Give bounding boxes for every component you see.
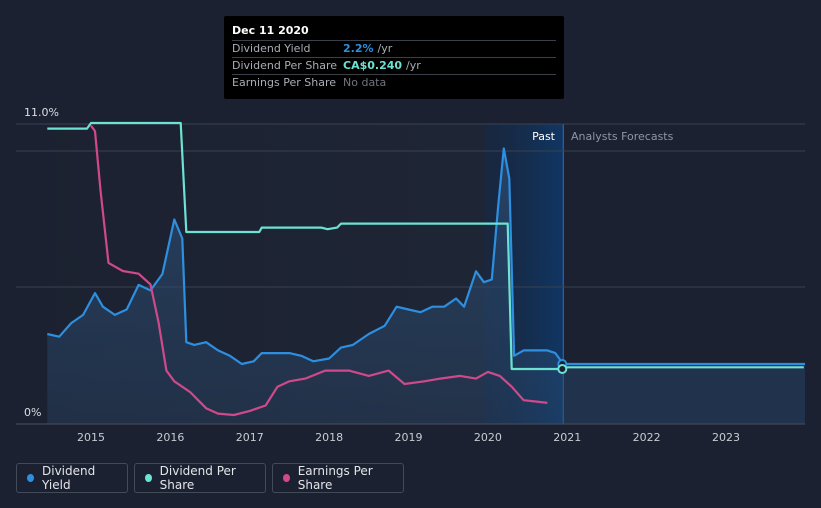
x-tick-label: 2017 <box>236 431 264 444</box>
legend-dot-icon <box>283 474 290 482</box>
tooltip-unit: /yr <box>377 42 393 55</box>
y-axis-top-label: 11.0% <box>24 106 59 119</box>
x-tick-label: 2023 <box>712 431 740 444</box>
tooltip-value: CA$0.240 <box>343 59 403 72</box>
past-region-label: Past <box>532 130 556 143</box>
dividend-yield-line <box>47 147 565 366</box>
dividend-per-share-line <box>47 121 804 371</box>
x-tick-label: 2021 <box>553 431 581 444</box>
y-axis-bottom-label: 0% <box>24 406 41 419</box>
x-tick-label: 2015 <box>77 431 105 444</box>
x-tick-label: 2022 <box>633 431 661 444</box>
legend-dot-icon <box>145 474 152 482</box>
x-tick-label: 2020 <box>474 431 502 444</box>
tooltip-label: Earnings Per Share <box>232 76 337 89</box>
legend-label: Dividend Yield <box>42 464 96 492</box>
legend-earnings-per-share[interactable]: Earnings Per Share <box>272 463 404 493</box>
dividend-yield-forecast-area <box>563 364 805 424</box>
x-tick-label: 2019 <box>395 431 423 444</box>
legend-label: Dividend Per Share <box>159 464 236 492</box>
chart-tooltip: Dec 11 2020 Dividend Yield 2.2% /yr Divi… <box>224 16 564 99</box>
x-tick-label: 2018 <box>315 431 343 444</box>
x-tick-label: 2016 <box>156 431 184 444</box>
tooltip-unit: /yr <box>406 59 421 72</box>
earnings-per-share-line <box>90 125 548 417</box>
legend-dividend-yield[interactable]: Dividend Yield <box>16 463 128 493</box>
dividend-per-share-marker <box>557 364 568 374</box>
tooltip-row-dividend-yield: Dividend Yield 2.2% /yr <box>232 40 556 57</box>
tooltip-label: Dividend Yield <box>232 42 311 55</box>
tooltip-label: Dividend Per Share <box>232 59 338 72</box>
tooltip-no-data: No data <box>343 76 387 89</box>
forecast-region-label: Analysts Forecasts <box>571 130 674 143</box>
tooltip-row-dividend-per-share: Dividend Per Share CA$0.240 /yr <box>232 57 556 74</box>
tooltip-value: 2.2% <box>343 42 374 55</box>
legend-dot-icon <box>27 474 34 482</box>
legend-dividend-per-share[interactable]: Dividend Per Share <box>134 463 266 493</box>
tooltip-row-earnings-per-share: Earnings Per Share No data <box>232 74 556 91</box>
tooltip-date: Dec 11 2020 <box>232 24 309 37</box>
dividend-yield-area <box>47 148 564 424</box>
legend-label: Earnings Per Share <box>297 464 373 492</box>
